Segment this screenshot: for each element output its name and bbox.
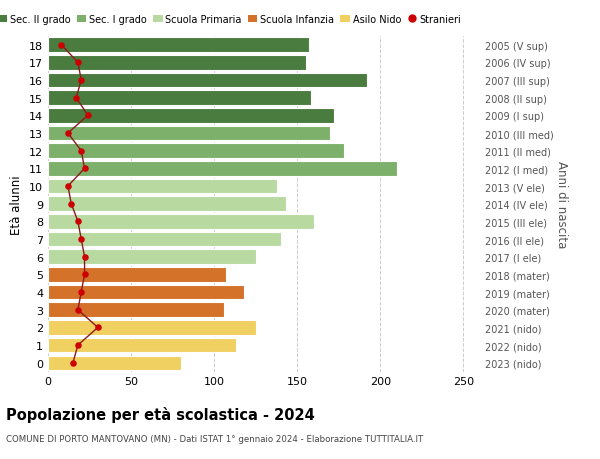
Point xyxy=(76,148,86,155)
Y-axis label: Età alunni: Età alunni xyxy=(10,174,23,234)
Point xyxy=(73,307,83,314)
Bar xyxy=(48,127,331,141)
Point xyxy=(63,130,73,137)
Text: Popolazione per età scolastica - 2024: Popolazione per età scolastica - 2024 xyxy=(6,406,315,422)
Point xyxy=(76,289,86,296)
Bar xyxy=(48,38,309,53)
Point xyxy=(67,201,76,208)
Legend: Sec. II grado, Sec. I grado, Scuola Primaria, Scuola Infanzia, Asilo Nido, Stran: Sec. II grado, Sec. I grado, Scuola Prim… xyxy=(0,11,465,28)
Text: COMUNE DI PORTO MANTOVANO (MN) - Dati ISTAT 1° gennaio 2024 - Elaborazione TUTTI: COMUNE DI PORTO MANTOVANO (MN) - Dati IS… xyxy=(6,434,423,443)
Bar xyxy=(48,197,286,212)
Bar xyxy=(48,56,305,70)
Point xyxy=(80,271,89,279)
Bar xyxy=(48,303,224,317)
Bar xyxy=(48,144,344,158)
Bar xyxy=(48,179,277,194)
Bar xyxy=(48,162,397,176)
Bar xyxy=(48,356,181,370)
Point xyxy=(71,95,81,102)
Bar xyxy=(48,232,281,247)
Point xyxy=(93,324,103,331)
Bar xyxy=(48,250,256,264)
Point xyxy=(76,236,86,243)
Point xyxy=(73,218,83,225)
Point xyxy=(73,60,83,67)
Bar xyxy=(48,320,256,335)
Bar xyxy=(48,109,334,123)
Bar xyxy=(48,215,314,229)
Bar xyxy=(48,268,226,282)
Bar xyxy=(48,338,236,353)
Point xyxy=(56,42,66,49)
Y-axis label: Anni di nascita: Anni di nascita xyxy=(554,161,568,248)
Point xyxy=(83,112,92,120)
Point xyxy=(80,165,89,173)
Bar xyxy=(48,73,367,88)
Point xyxy=(80,253,89,261)
Point xyxy=(63,183,73,190)
Point xyxy=(73,341,83,349)
Point xyxy=(68,359,78,367)
Point xyxy=(76,77,86,84)
Bar xyxy=(48,285,244,300)
Bar xyxy=(48,91,311,106)
